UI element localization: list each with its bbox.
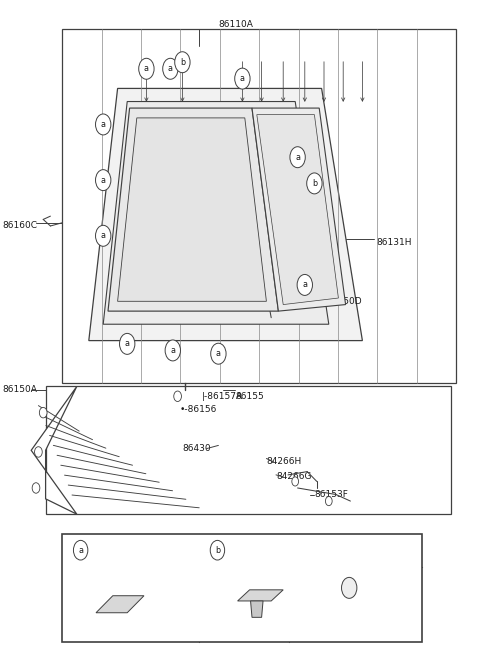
Circle shape <box>292 477 299 486</box>
Circle shape <box>342 578 357 599</box>
Circle shape <box>96 114 111 135</box>
Circle shape <box>165 340 180 361</box>
Text: |-86157A: |-86157A <box>202 392 243 401</box>
Circle shape <box>163 58 178 79</box>
Circle shape <box>32 483 40 493</box>
Polygon shape <box>252 108 346 311</box>
Polygon shape <box>251 601 263 617</box>
Text: 87864: 87864 <box>229 546 258 555</box>
Text: a: a <box>101 120 106 129</box>
Circle shape <box>290 147 305 168</box>
Polygon shape <box>257 115 338 305</box>
Text: •-86156: •-86156 <box>180 405 217 414</box>
Circle shape <box>325 496 332 506</box>
Text: a: a <box>101 176 106 185</box>
Bar <box>62 534 422 642</box>
Text: a: a <box>302 280 307 290</box>
Text: 86155: 86155 <box>235 392 264 401</box>
Polygon shape <box>89 88 362 341</box>
Text: 84266H: 84266H <box>266 457 301 466</box>
Text: a: a <box>144 64 149 73</box>
Circle shape <box>307 173 322 194</box>
Circle shape <box>35 447 42 457</box>
Polygon shape <box>103 102 329 324</box>
Text: a: a <box>216 349 221 358</box>
Circle shape <box>211 343 226 364</box>
Polygon shape <box>108 108 278 311</box>
Circle shape <box>39 407 47 418</box>
Text: b: b <box>180 58 185 67</box>
Circle shape <box>139 58 154 79</box>
Circle shape <box>96 225 111 246</box>
Text: 1249EB: 1249EB <box>338 546 373 555</box>
Text: 86153F: 86153F <box>314 490 348 499</box>
Text: 86110A: 86110A <box>218 20 253 29</box>
Polygon shape <box>118 118 266 301</box>
Text: 86160C: 86160C <box>2 221 37 231</box>
Bar <box>46 386 451 514</box>
Text: 86150A: 86150A <box>2 385 37 394</box>
Polygon shape <box>238 590 283 601</box>
Text: b: b <box>215 546 220 555</box>
Circle shape <box>297 274 312 295</box>
Text: a: a <box>240 74 245 83</box>
Text: a: a <box>170 346 175 355</box>
Text: b: b <box>312 179 317 188</box>
Text: a: a <box>78 546 83 555</box>
Polygon shape <box>31 386 77 514</box>
Polygon shape <box>96 596 144 613</box>
Text: a: a <box>168 64 173 73</box>
Circle shape <box>73 540 88 560</box>
Text: 84266G: 84266G <box>276 472 312 481</box>
Bar <box>62 29 456 383</box>
Text: 86121A: 86121A <box>92 546 127 555</box>
Text: a: a <box>125 339 130 348</box>
Text: 86150D: 86150D <box>326 297 362 306</box>
Circle shape <box>175 52 190 73</box>
Circle shape <box>96 170 111 191</box>
Circle shape <box>174 391 181 402</box>
Circle shape <box>210 540 225 560</box>
Text: 86131H: 86131H <box>377 238 412 247</box>
Text: 86115: 86115 <box>259 133 288 142</box>
Text: 86430: 86430 <box>182 444 211 453</box>
Circle shape <box>120 333 135 354</box>
Text: a: a <box>295 153 300 162</box>
Circle shape <box>235 68 250 89</box>
Text: a: a <box>101 231 106 240</box>
